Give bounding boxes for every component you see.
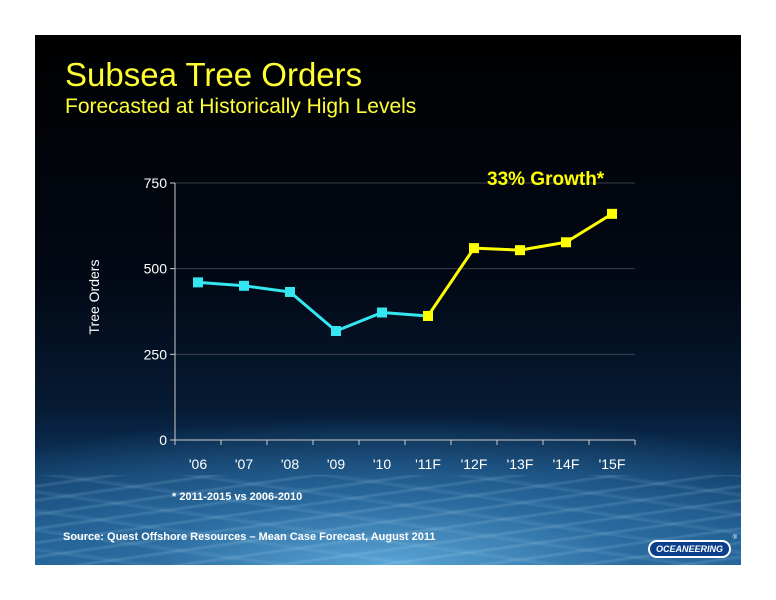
x-tick-label: '08 bbox=[281, 456, 299, 472]
data-point bbox=[607, 208, 617, 219]
x-tick-label: '15F bbox=[599, 456, 626, 472]
series-line-0 bbox=[197, 280, 429, 333]
data-point bbox=[285, 286, 295, 297]
y-tick-label: 500 bbox=[144, 261, 168, 277]
registered-mark: ® bbox=[732, 535, 737, 541]
data-point bbox=[561, 237, 571, 248]
y-tick-label: 0 bbox=[159, 432, 167, 448]
water-background bbox=[35, 475, 741, 565]
x-tick-labels: '06 '07 '08 '09 '10 '11F '12F '13F '14F '15F bbox=[189, 456, 626, 472]
line-chart: 0 250 500 750 '06 '07 '08 '09 '10 '11F '12F '13F '1… bbox=[86, 169, 636, 472]
grid-lines bbox=[175, 182, 635, 355]
growth-annotation: 33% Growth* bbox=[487, 169, 605, 190]
data-point bbox=[331, 326, 341, 337]
x-tick-label: '14F bbox=[553, 456, 580, 472]
x-tick-label: '10 bbox=[373, 456, 391, 472]
axes bbox=[170, 182, 636, 445]
y-tick-label: 750 bbox=[144, 175, 168, 191]
slide-title: Subsea Tree Orders bbox=[65, 56, 363, 93]
slide: Subsea Tree Orders Forecasted at Histori… bbox=[35, 35, 741, 565]
y-axis-label: Tree Orders bbox=[86, 260, 102, 335]
data-point bbox=[423, 310, 433, 321]
x-tick-label: '11F bbox=[415, 456, 441, 472]
oceaneering-logo: OCEANEERING bbox=[647, 540, 731, 558]
slide-subtitle: Forecasted at Historically High Levels bbox=[65, 95, 417, 118]
y-tick-label: 250 bbox=[144, 346, 168, 362]
series-line-1 bbox=[426, 212, 613, 317]
x-tick-label: '09 bbox=[327, 456, 345, 472]
data-point bbox=[193, 277, 203, 288]
y-tick-labels: 0 250 500 750 bbox=[144, 175, 168, 448]
source-note: Source: Quest Offshore Resources – Mean … bbox=[63, 531, 436, 543]
x-tick-label: '06 bbox=[189, 456, 207, 472]
x-tick-label: '13F bbox=[507, 456, 534, 472]
data-point bbox=[377, 307, 387, 318]
series-lines bbox=[197, 212, 613, 333]
data-point bbox=[469, 243, 479, 254]
data-point bbox=[515, 245, 525, 256]
footnote: * 2011-2015 vs 2006-2010 bbox=[172, 491, 303, 503]
data-point bbox=[239, 280, 249, 291]
series-markers bbox=[193, 208, 617, 337]
x-tick-label: '12F bbox=[461, 456, 488, 472]
x-tick-label: '07 bbox=[235, 456, 253, 472]
